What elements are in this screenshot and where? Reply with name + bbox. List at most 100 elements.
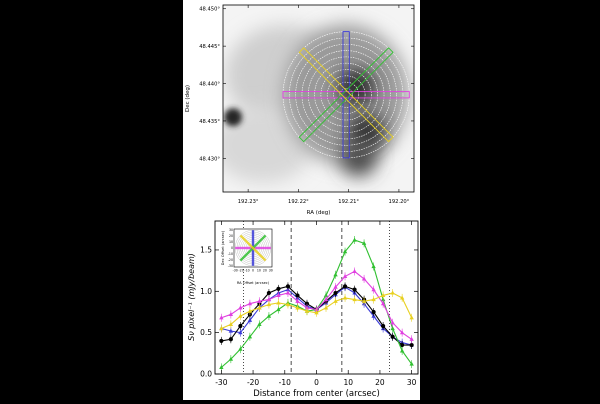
data-point xyxy=(228,321,234,326)
data-point xyxy=(219,315,224,320)
data-point xyxy=(228,312,234,317)
map-y-axis-label: Dec (deg) xyxy=(185,85,191,112)
data-point xyxy=(371,287,376,292)
map-x-tick-label: 192.23° xyxy=(238,199,259,205)
data-point xyxy=(304,301,310,306)
reference-lines xyxy=(243,221,390,374)
data-point xyxy=(333,272,338,277)
plot-x-tick-label: 0 xyxy=(314,378,319,387)
inset-x-tick-label: -30 xyxy=(233,269,238,273)
map-frame xyxy=(222,4,415,193)
inset-x-tick-label: -20 xyxy=(239,269,244,273)
data-point xyxy=(409,342,414,348)
series-1 xyxy=(219,282,414,350)
data-point xyxy=(266,302,272,307)
plot-y-tick-label: 1.0 xyxy=(200,287,212,296)
annulus-ring xyxy=(295,43,397,146)
annulus-ring xyxy=(289,37,404,152)
data-point xyxy=(342,274,348,279)
data-point xyxy=(247,334,253,339)
plot-x-tick-label: 30 xyxy=(407,378,417,387)
map-y-tick-label: 48.450° xyxy=(199,7,220,13)
plot-axis-ticks: -30 -20 -10 0 10 20 300.00.51.01.5 xyxy=(200,221,418,387)
data-point xyxy=(219,364,224,369)
data-point xyxy=(380,301,386,306)
data-point xyxy=(409,336,414,341)
data-point xyxy=(399,330,405,335)
data-point xyxy=(399,295,405,300)
map-x-axis-label: RA (deg) xyxy=(307,210,331,216)
data-point xyxy=(285,302,291,307)
inset-y-tick-label: -10 xyxy=(228,252,233,256)
data-point xyxy=(400,342,405,348)
data-point xyxy=(238,313,243,318)
data-point xyxy=(238,305,243,310)
annulus-ring xyxy=(320,69,372,121)
plot-y-axis-label: Sν pixel⁻¹ (mJy/beam) xyxy=(187,253,196,341)
inset-y-tick-label: -30 xyxy=(228,264,233,268)
data-point xyxy=(361,276,367,281)
emission-source xyxy=(224,108,243,127)
inset-x-tick-label: 20 xyxy=(263,269,267,273)
sky-map-panel: 192.23° 192.22° 192.21° 192.20° 48.450° 48.44… xyxy=(185,4,415,216)
annulus-ring xyxy=(326,75,366,115)
data-point xyxy=(333,284,338,289)
data-point xyxy=(285,290,291,295)
data-point xyxy=(361,298,367,303)
data-point xyxy=(276,307,281,312)
annulus-ring xyxy=(333,81,360,108)
data-point xyxy=(276,300,281,305)
data-point xyxy=(238,330,243,335)
data-point xyxy=(276,286,281,291)
data-point xyxy=(371,297,376,302)
data-point xyxy=(266,290,272,296)
inset-y-tick-label: 20 xyxy=(229,234,233,238)
inset-y-tick-label: 10 xyxy=(229,240,233,244)
map-axis-ticks: 192.23° 192.22° 192.21° 192.20° 48.450° 48.44… xyxy=(199,5,414,205)
data-point xyxy=(219,338,224,344)
slit-diagonal_nw xyxy=(298,47,394,143)
data-point xyxy=(380,293,386,298)
plot-x-axis-label: Distance from center (arcsec) xyxy=(253,389,380,399)
slit-horizontal xyxy=(282,91,410,99)
data-point xyxy=(323,305,329,310)
data-point xyxy=(333,290,338,296)
data-point xyxy=(390,334,395,339)
data-point xyxy=(409,361,414,366)
inset-y-tick-label: 30 xyxy=(229,228,233,232)
data-point xyxy=(238,323,243,329)
map-y-tick-label: 48.430° xyxy=(199,156,220,162)
data-point xyxy=(352,237,357,242)
plot-x-tick-label: -20 xyxy=(247,378,259,387)
inset-y-axis-label: Dec Offset (arcsec) xyxy=(221,230,225,265)
data-point xyxy=(266,297,272,302)
data-point xyxy=(219,326,224,331)
figure: 192.23° 192.22° 192.21° 192.20° 48.450° 48.44… xyxy=(183,0,420,400)
data-point xyxy=(285,284,291,289)
plot-x-tick-label: 10 xyxy=(343,378,353,387)
plot-y-tick-label: 0.0 xyxy=(200,370,212,379)
data-point xyxy=(238,346,243,351)
data-point xyxy=(247,317,253,322)
data-point xyxy=(323,297,329,302)
data-point xyxy=(390,290,395,295)
data-point xyxy=(295,305,300,310)
data-point xyxy=(371,264,376,269)
data-point xyxy=(371,309,376,315)
data-point xyxy=(247,301,253,306)
data-point xyxy=(304,308,310,313)
data-point xyxy=(323,293,329,298)
map-y-tick-label: 48.440° xyxy=(199,82,220,88)
data-point xyxy=(352,287,357,292)
data-point xyxy=(295,293,300,298)
data-point xyxy=(314,310,319,315)
inset-x-tick-label: 0 xyxy=(252,269,254,273)
annulus-ring xyxy=(301,50,391,140)
annulus-ring xyxy=(307,56,385,133)
data-point xyxy=(390,326,395,331)
map-x-tick-label: 192.20° xyxy=(389,199,410,205)
map-x-tick-label: 192.21° xyxy=(338,199,359,205)
data-point xyxy=(247,308,253,313)
data-point xyxy=(276,293,281,298)
